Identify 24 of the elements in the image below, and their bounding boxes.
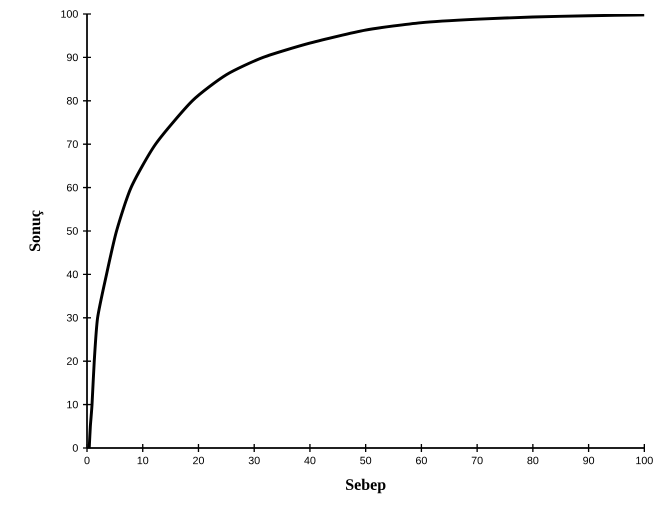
y-tick-label: 60 — [66, 184, 78, 192]
y-tick-label: 90 — [66, 54, 78, 62]
y-tick-label: 40 — [66, 270, 78, 278]
x-tick-label: 50 — [360, 456, 372, 464]
x-tick-label: 40 — [304, 456, 316, 464]
x-tick-label: 70 — [472, 456, 483, 464]
x-tick-label: 20 — [193, 456, 204, 464]
x-tick-label: 10 — [138, 456, 148, 464]
x-tick-label: 80 — [527, 456, 538, 464]
y-tick-label: 30 — [66, 314, 78, 322]
y-tick-label: 70 — [66, 140, 78, 148]
x-tick-label: 30 — [248, 456, 260, 464]
x-tick-label: 60 — [416, 456, 427, 464]
x-tick-label: 100 — [636, 456, 653, 464]
y-tick-label: 80 — [66, 97, 78, 105]
y-axis-title: Sonuç — [29, 210, 44, 252]
y-tick-label: 10 — [67, 400, 78, 408]
y-tick-label: 100 — [61, 10, 78, 18]
y-tick-label: 50 — [66, 227, 78, 235]
y-tick-label: 20 — [66, 357, 78, 365]
x-axis-title: Sebep — [346, 478, 386, 494]
x-tick-label: 90 — [583, 456, 594, 464]
y-tick-label: 0 — [72, 444, 78, 452]
x-tick-label: 0 — [84, 456, 90, 464]
